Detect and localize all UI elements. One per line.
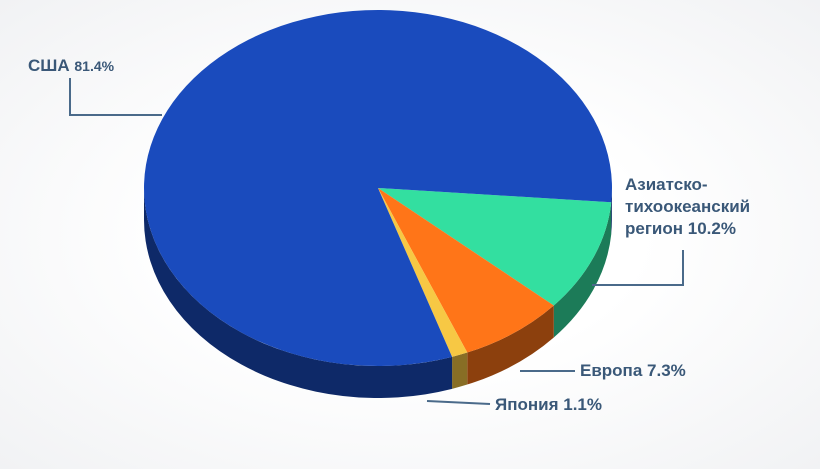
leader-line	[592, 250, 684, 286]
label: Япония 1.1%	[495, 394, 602, 416]
slice	[144, 9, 612, 366]
label-name: США	[28, 56, 70, 75]
leader-line	[69, 78, 162, 116]
value-label: 81.4%	[74, 58, 115, 74]
slice-side	[467, 305, 554, 385]
slice-side	[144, 188, 453, 399]
slice-side	[553, 202, 612, 338]
sides	[144, 188, 612, 399]
label: Азиатско-тихоокеанский регион 10.2%	[625, 174, 775, 240]
slice-side	[452, 352, 468, 389]
label-name: Япония	[495, 395, 559, 414]
slice-side	[611, 188, 612, 235]
value-label: 10.2%	[687, 219, 736, 238]
slice	[378, 188, 554, 353]
label: Европа 7.3%	[580, 360, 686, 382]
value-label: 1.1%	[563, 395, 602, 414]
label-name: Азиатско-тихоокеанский регион	[625, 175, 751, 238]
value-label: 7.3%	[647, 361, 686, 380]
leaders	[69, 78, 684, 405]
tops	[144, 9, 612, 366]
label: США 81.4%	[28, 55, 114, 77]
label-name: Европа	[580, 361, 643, 380]
slice	[378, 188, 612, 306]
leader-line	[426, 400, 491, 405]
slice	[378, 188, 468, 357]
